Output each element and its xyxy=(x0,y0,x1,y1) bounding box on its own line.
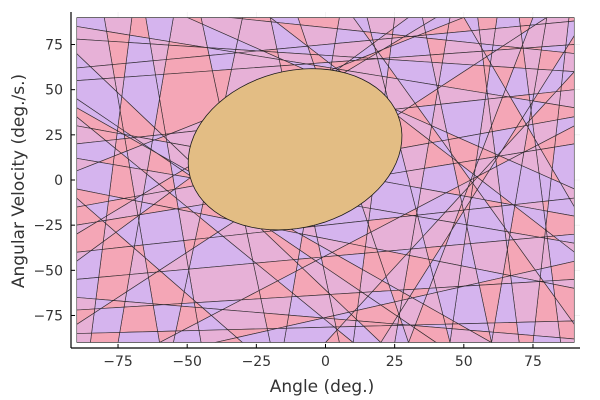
region-cell xyxy=(477,17,498,31)
y-tick-label: 0 xyxy=(54,173,63,189)
y-axis-label: Angular Velocity (deg./s.) xyxy=(9,74,29,288)
region-cell xyxy=(98,245,135,278)
region-cell xyxy=(263,312,290,330)
region-cell xyxy=(76,125,107,145)
region-cell xyxy=(76,161,114,196)
region-cell xyxy=(76,308,96,325)
region-layer xyxy=(76,17,575,343)
region-cell xyxy=(138,208,185,246)
axes: −75 −50 −25 0 25 50 75 −75 −50 −25 0 25 50 75 xyxy=(33,12,580,370)
region-cell xyxy=(129,17,150,39)
x-axis-label: Angle (deg.) xyxy=(270,377,375,397)
region-cell xyxy=(558,89,575,109)
region-cell xyxy=(420,163,459,194)
region-cell xyxy=(267,327,287,343)
region-cell xyxy=(76,66,104,82)
y-tick-label: −50 xyxy=(33,263,63,279)
x-tick-label: 50 xyxy=(455,354,473,370)
region-cell xyxy=(516,321,536,336)
y-tick-label: 25 xyxy=(45,128,63,144)
region-cell xyxy=(76,276,100,300)
region-cell xyxy=(559,337,575,343)
y-tick-label: −75 xyxy=(33,308,63,324)
region-cell xyxy=(76,332,92,343)
region-cell xyxy=(522,47,542,70)
x-tick-label: −75 xyxy=(103,354,133,370)
x-tick-label: −25 xyxy=(242,354,272,370)
region-cell xyxy=(123,60,156,78)
region-cell xyxy=(76,249,103,280)
region-cell xyxy=(90,332,121,343)
region-cell xyxy=(533,320,561,339)
y-tick-label: 50 xyxy=(45,83,63,99)
region-cell xyxy=(208,52,236,72)
region-cell xyxy=(119,304,159,333)
central-region xyxy=(187,68,403,231)
x-tick-label: 0 xyxy=(321,354,330,370)
region-cell xyxy=(152,304,182,332)
y-tick-label: 75 xyxy=(45,38,63,54)
x-tick-label: 25 xyxy=(386,354,404,370)
region-cell xyxy=(260,296,293,316)
region-cell xyxy=(440,99,486,139)
region-cell xyxy=(145,17,174,42)
region-cell xyxy=(478,28,496,46)
region-cell xyxy=(76,98,119,132)
y-tick-label: −25 xyxy=(33,218,63,234)
x-tick-label: −50 xyxy=(172,354,202,370)
region-cell xyxy=(429,53,445,64)
region-cell xyxy=(491,331,520,343)
region-cell xyxy=(76,297,97,311)
region-cell xyxy=(117,331,160,343)
region-cell xyxy=(125,42,154,64)
x-tick-label: 75 xyxy=(524,354,542,370)
region-cell xyxy=(557,320,575,340)
region-cell xyxy=(517,333,535,343)
